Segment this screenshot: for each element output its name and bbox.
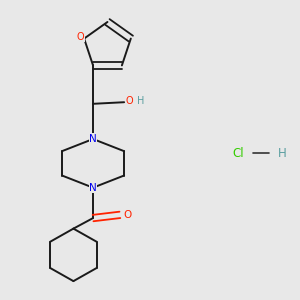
Text: O: O (124, 210, 132, 220)
Text: N: N (89, 183, 97, 193)
Text: Cl: Cl (232, 147, 244, 160)
Text: O: O (76, 32, 84, 42)
Text: N: N (89, 134, 97, 144)
Text: H: H (136, 96, 144, 106)
Text: O: O (126, 96, 134, 106)
Text: H: H (278, 147, 287, 160)
